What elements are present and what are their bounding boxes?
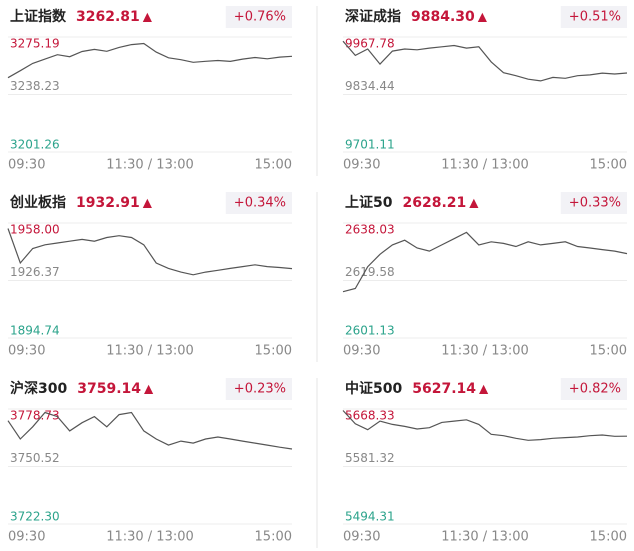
y-tick-label: 3238.23 [10, 79, 60, 93]
up-arrow: ▲ [469, 196, 479, 210]
x-tick-label: 09:30 [8, 344, 45, 359]
price-line [7, 411, 293, 450]
change-percent: +0.34% [234, 196, 286, 211]
change-percent: +0.51% [569, 10, 621, 25]
up-arrow: ▲ [143, 196, 153, 210]
change-percent: +0.23% [234, 382, 286, 397]
x-tick-label: 15:00 [255, 158, 292, 173]
y-tick-label: 1958.00 [10, 223, 60, 237]
x-tick-label: 15:00 [255, 530, 292, 545]
change-badge [225, 378, 292, 400]
y-tick-label: 5494.31 [345, 510, 395, 524]
y-tick-label: 9834.44 [345, 79, 395, 93]
index-name: 深证成指 [345, 8, 401, 25]
y-tick-label: 2638.03 [345, 223, 395, 237]
y-tick-label: 3201.26 [10, 138, 60, 152]
x-tick-label: 11:30 / 13:00 [106, 530, 194, 545]
change-percent: +0.33% [569, 196, 621, 211]
y-tick-label: 5581.32 [345, 451, 395, 465]
y-tick-label: 9701.11 [345, 138, 395, 152]
price-line [7, 228, 293, 276]
index-name: 上证指数 [10, 8, 67, 25]
change-badge [560, 6, 627, 28]
index-price: 9884.30 [411, 9, 475, 25]
x-tick-label: 09:30 [8, 530, 45, 545]
change-badge [560, 378, 627, 400]
x-tick-label: 15:00 [590, 344, 627, 359]
price-line [342, 40, 628, 82]
y-tick-label: 3275.19 [10, 37, 60, 51]
x-tick-label: 09:30 [343, 344, 380, 359]
x-tick-label: 11:30 / 13:00 [106, 158, 194, 173]
y-tick-label: 3722.30 [10, 510, 60, 524]
y-tick-label: 3750.52 [10, 451, 60, 465]
x-tick-label: 11:30 / 13:00 [441, 158, 529, 173]
x-tick-label: 09:30 [8, 158, 45, 173]
up-arrow: ▲ [478, 10, 488, 24]
up-arrow: ▲ [479, 382, 489, 396]
y-tick-label: 3778.73 [10, 409, 60, 423]
x-tick-label: 09:30 [343, 158, 380, 173]
index-price: 3759.14 [77, 381, 141, 397]
change-percent: +0.76% [234, 10, 286, 25]
index-price: 1932.91 [76, 195, 140, 211]
change-badge [225, 192, 292, 214]
x-tick-label: 11:30 / 13:00 [441, 530, 529, 545]
y-tick-label: 1926.37 [10, 265, 60, 279]
index-name: 中证500 [345, 380, 402, 397]
y-tick-label: 1894.74 [10, 324, 60, 338]
y-tick-label: 5668.33 [345, 409, 395, 423]
change-badge [225, 6, 292, 28]
change-badge [560, 192, 627, 214]
y-tick-label: 2601.13 [345, 324, 395, 338]
x-tick-label: 09:30 [343, 530, 380, 545]
index-name: 上证50 [345, 195, 393, 211]
index-price: 2628.21 [402, 195, 466, 211]
x-tick-label: 11:30 / 13:00 [441, 344, 529, 359]
price-line [342, 410, 628, 441]
change-percent: +0.82% [569, 382, 621, 397]
price-line [342, 231, 628, 293]
price-line [7, 42, 293, 79]
up-arrow: ▲ [143, 10, 153, 24]
y-tick-label: 2619.58 [345, 265, 395, 279]
index-price: 3262.81 [76, 9, 140, 25]
index-name: 创业板指 [9, 194, 66, 211]
x-tick-label: 11:30 / 13:00 [106, 344, 194, 359]
index-name: 沪深300 [10, 380, 67, 397]
index-price: 5627.14 [412, 381, 476, 397]
x-tick-label: 15:00 [590, 158, 627, 173]
x-tick-label: 15:00 [255, 344, 292, 359]
y-tick-label: 9967.78 [345, 37, 395, 51]
x-tick-label: 15:00 [590, 530, 627, 545]
up-arrow: ▲ [144, 382, 154, 396]
